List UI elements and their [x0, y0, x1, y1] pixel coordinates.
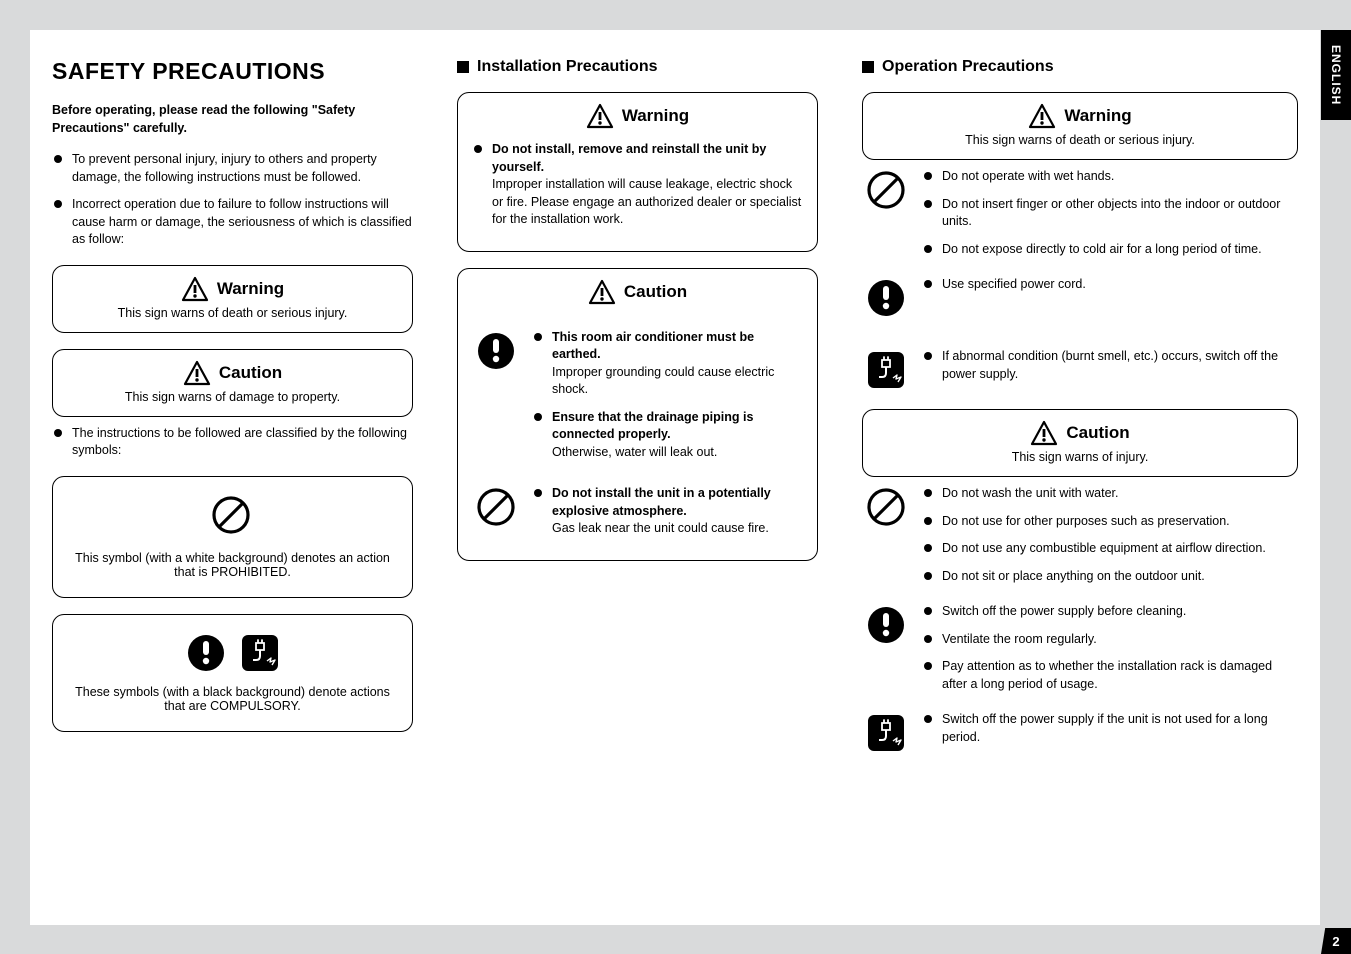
- compulsory-desc: These symbols (with a black background) …: [67, 685, 398, 713]
- op-caution-excl-group: Switch off the power supply before clean…: [862, 603, 1298, 703]
- warning-desc: This sign warns of death or serious inju…: [67, 306, 398, 320]
- caution-label: Caution: [1066, 423, 1129, 443]
- op-warn-prohibit-group: Do not operate with wet hands. Do not in…: [862, 168, 1298, 268]
- op-warn-plug-group: If abnormal condition (burnt smell, etc.…: [862, 348, 1298, 393]
- intro-bullet: To prevent personal injury, injury to ot…: [54, 151, 413, 186]
- exclamation-icon: [186, 633, 226, 673]
- caution-desc: This sign warns of damage to property.: [67, 390, 398, 404]
- warning-label: Warning: [622, 106, 689, 126]
- op-warning-box: Warning This sign warns of death or seri…: [862, 92, 1298, 160]
- language-tab: ENGLISH: [1321, 30, 1351, 120]
- operation-heading: Operation Precautions: [862, 58, 1298, 76]
- prohibit-symbol-box: This symbol (with a white background) de…: [52, 476, 413, 598]
- square-bullet-icon: [457, 61, 469, 73]
- op-warning-desc: This sign warns of death or serious inju…: [877, 133, 1283, 147]
- exclamation-icon: [866, 278, 906, 318]
- install-prohibit-group: Do not install the unit in a potentially…: [472, 485, 803, 548]
- compulsory-symbol-box: These symbols (with a black background) …: [52, 614, 413, 732]
- page-number-badge: 2: [1321, 928, 1351, 954]
- plug-icon: [240, 633, 280, 673]
- op-caution-item: Switch off the power supply if the unit …: [924, 711, 1298, 746]
- op-warn-item: Do not expose directly to cold air for a…: [924, 241, 1298, 259]
- op-warn-item: Use specified power cord.: [924, 276, 1298, 294]
- main-title: SAFETY PRECAUTIONS: [52, 58, 413, 85]
- install-excl-group: This room air conditioner must be earthe…: [472, 329, 803, 472]
- op-caution-item: Pay attention as to whether the installa…: [924, 658, 1298, 693]
- op-warn-excl-group: Use specified power cord.: [862, 276, 1298, 318]
- right-column: Operation Precautions Warning This sign …: [840, 30, 1320, 925]
- operation-heading-text: Operation Precautions: [882, 58, 1054, 76]
- caution-label: Caution: [624, 282, 687, 302]
- install-caution-item: Ensure that the drainage piping is conne…: [534, 409, 803, 462]
- op-warn-item: Do not insert finger or other objects in…: [924, 196, 1298, 231]
- prohibit-icon: [211, 495, 255, 539]
- middle-column: Installation Precautions Warning Do not …: [435, 30, 840, 925]
- intro-bullets: To prevent personal injury, injury to ot…: [54, 151, 413, 249]
- prohibit-icon: [866, 170, 906, 210]
- op-caution-plug-group: Switch off the power supply if the unit …: [862, 711, 1298, 756]
- op-caution-item: Do not use for other purposes such as pr…: [924, 513, 1298, 531]
- warning-def-box: Warning This sign warns of death or seri…: [52, 265, 413, 333]
- exclamation-icon: [866, 605, 906, 645]
- op-caution-item: Ventilate the room regularly.: [924, 631, 1298, 649]
- page-card: SAFETY PRECAUTIONS Before operating, ple…: [30, 30, 1320, 925]
- warning-label: Warning: [1064, 106, 1131, 126]
- install-heading: Installation Precautions: [457, 58, 818, 76]
- warning-icon: [1028, 103, 1056, 129]
- plug-icon: [866, 350, 906, 390]
- op-caution-item: Do not wash the unit with water.: [924, 485, 1298, 503]
- class-bullet: The instructions to be followed are clas…: [54, 425, 413, 460]
- op-caution-item: Switch off the power supply before clean…: [924, 603, 1298, 621]
- caution-label: Caution: [219, 363, 282, 383]
- plug-icon: [866, 713, 906, 753]
- caution-icon: [588, 279, 616, 305]
- install-heading-text: Installation Precautions: [477, 58, 657, 76]
- intro-text: Before operating, please read the follow…: [52, 101, 413, 137]
- warning-label: Warning: [217, 279, 284, 299]
- install-caution-box: Caution This room air conditioner must b…: [457, 268, 818, 561]
- install-caution-item: Do not install the unit in a potentially…: [534, 485, 803, 538]
- caution-icon: [183, 360, 211, 386]
- op-caution-item: Do not sit or place anything on the outd…: [924, 568, 1298, 586]
- prohibit-icon: [476, 487, 516, 527]
- op-caution-desc: This sign warns of injury.: [877, 450, 1283, 464]
- left-column: SAFETY PRECAUTIONS Before operating, ple…: [30, 30, 435, 925]
- install-warning-box: Warning Do not install, remove and reins…: [457, 92, 818, 252]
- install-warning-item: Do not install, remove and reinstall the…: [474, 141, 803, 229]
- caution-icon: [1030, 420, 1058, 446]
- op-warn-item: If abnormal condition (burnt smell, etc.…: [924, 348, 1298, 383]
- prohibit-icon: [866, 487, 906, 527]
- classification-note: The instructions to be followed are clas…: [54, 425, 413, 460]
- caution-def-box: Caution This sign warns of damage to pro…: [52, 349, 413, 417]
- intro-bullet: Incorrect operation due to failure to fo…: [54, 196, 413, 249]
- warning-icon: [181, 276, 209, 302]
- square-bullet-icon: [862, 61, 874, 73]
- op-caution-prohibit-group: Do not wash the unit with water. Do not …: [862, 485, 1298, 595]
- op-warn-item: Do not operate with wet hands.: [924, 168, 1298, 186]
- warning-icon: [586, 103, 614, 129]
- op-caution-item: Do not use any combustible equipment at …: [924, 540, 1298, 558]
- exclamation-icon: [476, 331, 516, 371]
- install-caution-item: This room air conditioner must be earthe…: [534, 329, 803, 399]
- op-caution-box: Caution This sign warns of injury.: [862, 409, 1298, 477]
- prohibit-desc: This symbol (with a white background) de…: [67, 551, 398, 579]
